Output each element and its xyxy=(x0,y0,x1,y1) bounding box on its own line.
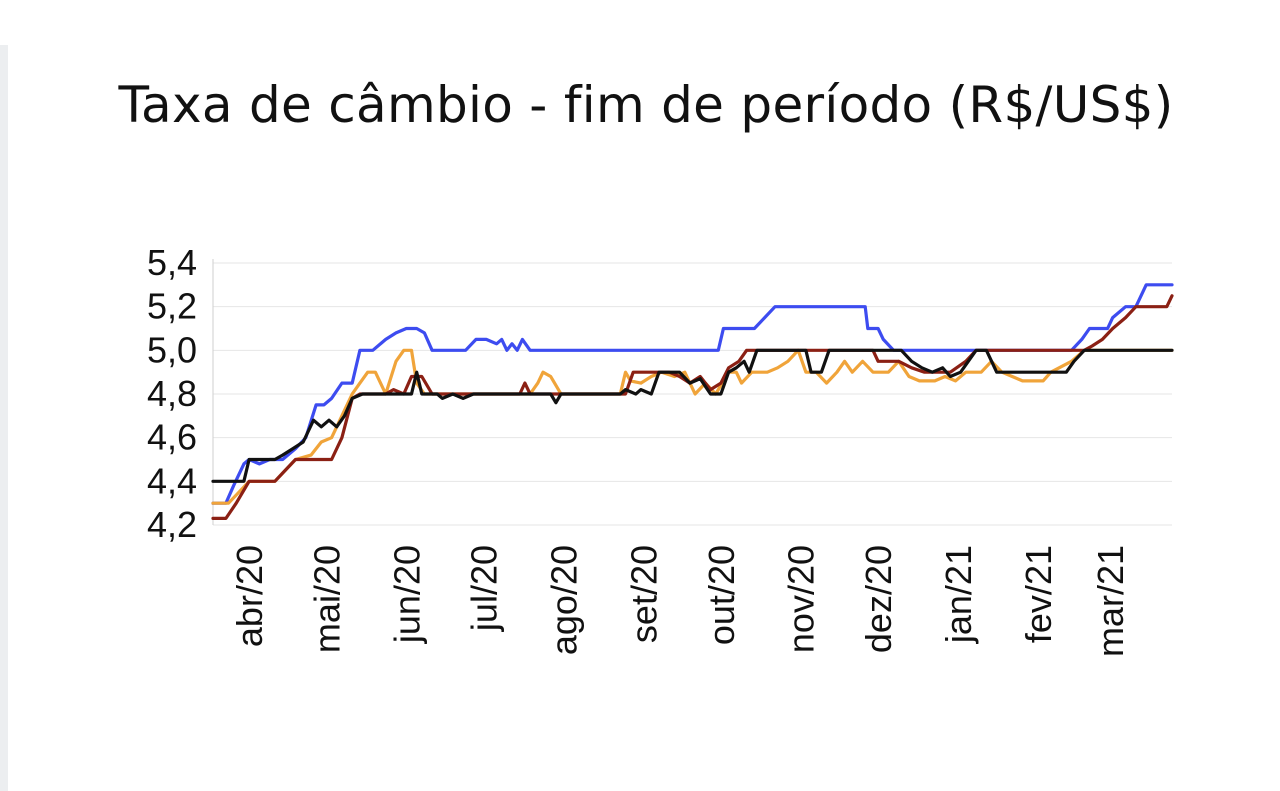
x-tick-label: jun/20 xyxy=(386,545,427,644)
x-tick-label: dez/20 xyxy=(858,545,899,653)
x-tick-label: mai/20 xyxy=(306,545,347,653)
y-tick-label: 4,6 xyxy=(147,417,197,458)
left-edge-strip xyxy=(0,45,8,791)
x-tick-label: set/20 xyxy=(623,545,664,643)
x-tick-label: abr/20 xyxy=(229,545,270,647)
y-tick-label: 5,2 xyxy=(147,286,197,327)
y-tick-label: 5,4 xyxy=(147,242,197,283)
series-line-3 xyxy=(211,294,1174,520)
x-tick-label: fev/21 xyxy=(1018,545,1059,643)
x-tick-label: nov/20 xyxy=(781,545,822,653)
x-tick-label: out/20 xyxy=(701,545,742,645)
x-tick-label: jul/20 xyxy=(464,545,505,632)
y-tick-label: 4,8 xyxy=(147,373,197,414)
y-tick-label: 5,0 xyxy=(147,329,197,370)
x-tick-label: mar/21 xyxy=(1090,545,1131,657)
y-tick-label: 4,2 xyxy=(147,504,197,545)
x-tick-label: jan/21 xyxy=(938,545,979,644)
x-tick-label: ago/20 xyxy=(544,545,585,655)
y-tick-label: 4,4 xyxy=(147,460,197,501)
series-line-4 xyxy=(211,348,1174,483)
chart-title: Taxa de câmbio - fim de período (R$/US$) xyxy=(118,76,1174,134)
